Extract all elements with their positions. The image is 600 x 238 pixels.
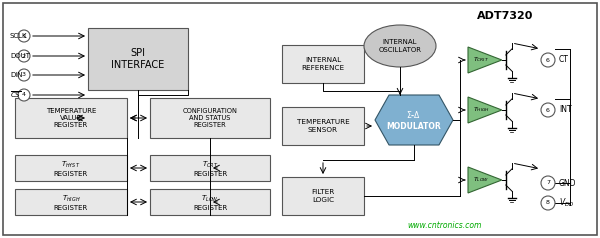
Text: SCLK: SCLK — [10, 33, 28, 39]
Text: $T_{HYST}$
REGISTER: $T_{HYST}$ REGISTER — [54, 159, 88, 177]
Text: GND: GND — [559, 178, 577, 188]
FancyBboxPatch shape — [150, 155, 270, 181]
Circle shape — [18, 30, 30, 42]
Circle shape — [541, 176, 555, 190]
Circle shape — [541, 196, 555, 210]
Text: TEMPERATURE
VALUE
REGISTER: TEMPERATURE VALUE REGISTER — [46, 108, 96, 128]
FancyBboxPatch shape — [3, 3, 597, 235]
Circle shape — [541, 53, 555, 67]
Text: 2: 2 — [22, 54, 26, 59]
Circle shape — [18, 89, 30, 101]
Text: 6: 6 — [546, 58, 550, 63]
FancyBboxPatch shape — [15, 189, 127, 215]
Text: $T_{CRT}$
REGISTER: $T_{CRT}$ REGISTER — [193, 159, 227, 177]
Text: $T_{CRIT}$: $T_{CRIT}$ — [473, 55, 490, 64]
Text: $\Sigma$-$\Delta$
MODULATOR: $\Sigma$-$\Delta$ MODULATOR — [386, 109, 442, 131]
Text: $T_{HIGH}$: $T_{HIGH}$ — [473, 105, 490, 114]
Polygon shape — [468, 167, 502, 193]
Text: $V_{DD}$: $V_{DD}$ — [559, 197, 574, 209]
Text: $T_{LOW}$
REGISTER: $T_{LOW}$ REGISTER — [193, 193, 227, 211]
Text: FILTER
LOGIC: FILTER LOGIC — [311, 189, 335, 203]
FancyBboxPatch shape — [282, 45, 364, 83]
Text: 3: 3 — [22, 73, 26, 78]
Text: TEMPERATURE
SENSOR: TEMPERATURE SENSOR — [296, 119, 349, 133]
Circle shape — [541, 103, 555, 117]
Text: DIN: DIN — [10, 72, 23, 78]
Text: INTERNAL
OSCILLATOR: INTERNAL OSCILLATOR — [379, 40, 421, 53]
Text: 4: 4 — [22, 93, 26, 98]
Text: INT: INT — [559, 105, 572, 114]
Text: www.cntronics.com: www.cntronics.com — [408, 222, 482, 230]
Text: 8: 8 — [546, 200, 550, 205]
Ellipse shape — [364, 25, 436, 67]
Circle shape — [18, 69, 30, 81]
Text: INTERNAL
REFERENCE: INTERNAL REFERENCE — [301, 58, 344, 70]
FancyBboxPatch shape — [88, 28, 188, 90]
Text: $\overline{CS}$: $\overline{CS}$ — [10, 90, 22, 100]
Text: SPI
INTERFACE: SPI INTERFACE — [112, 48, 164, 70]
FancyBboxPatch shape — [15, 155, 127, 181]
Text: CONFIGURATION
AND STATUS
REGISTER: CONFIGURATION AND STATUS REGISTER — [182, 108, 238, 128]
FancyBboxPatch shape — [150, 98, 270, 138]
Text: 1: 1 — [22, 34, 26, 39]
Polygon shape — [375, 95, 453, 145]
Text: ADT7320: ADT7320 — [477, 11, 533, 21]
Polygon shape — [468, 47, 502, 73]
Text: CT: CT — [559, 55, 569, 64]
Text: 6: 6 — [546, 108, 550, 113]
Text: 7: 7 — [546, 180, 550, 185]
Circle shape — [18, 50, 30, 62]
FancyBboxPatch shape — [15, 98, 127, 138]
FancyBboxPatch shape — [150, 189, 270, 215]
Text: DOUT: DOUT — [10, 53, 30, 59]
Polygon shape — [468, 97, 502, 123]
FancyBboxPatch shape — [282, 107, 364, 145]
Text: $T_{LOW}$: $T_{LOW}$ — [473, 176, 490, 184]
FancyBboxPatch shape — [282, 177, 364, 215]
Text: $T_{HIGH}$
REGISTER: $T_{HIGH}$ REGISTER — [54, 193, 88, 211]
